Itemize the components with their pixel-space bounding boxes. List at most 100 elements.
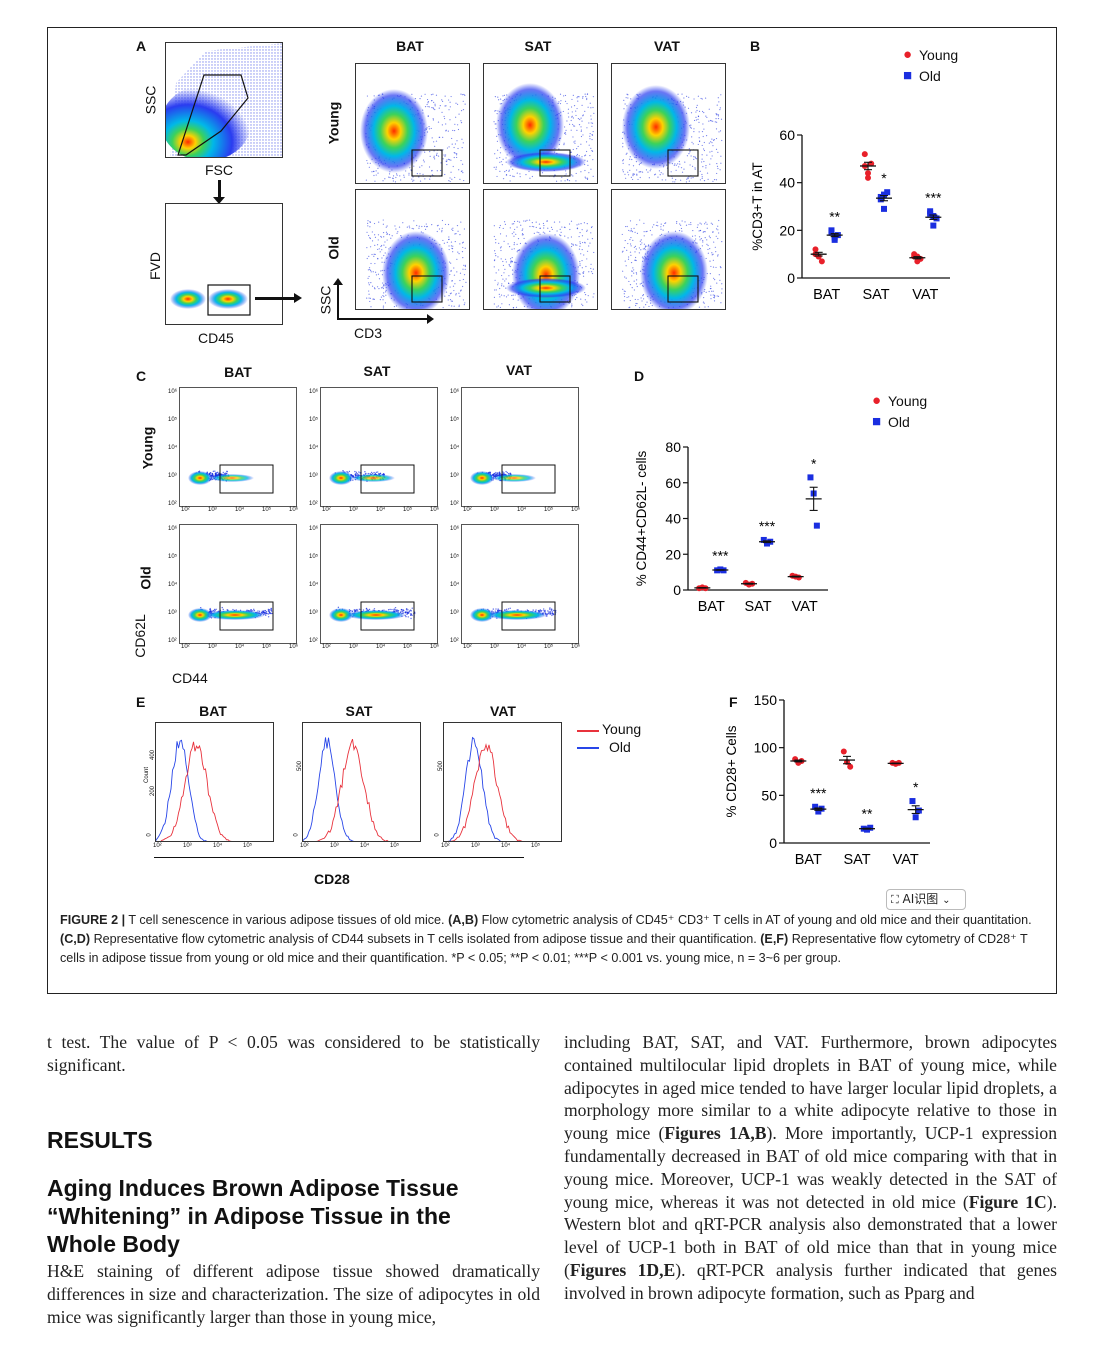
legend-e-young: Young [602,721,642,737]
panel-c-letter: C [136,368,147,384]
chevron-down-icon: ⌄ [942,895,951,906]
y-tick-label: 10⁶ [309,389,319,395]
old-curve [156,739,208,841]
old-point [760,536,767,543]
old-point [884,189,891,196]
figure-link-1ab[interactable]: Figures 1A,B [664,1123,767,1144]
y-tick-label: 10⁵ [168,417,178,423]
y-tick-label: 10⁵ [309,417,319,423]
x-tick-label: VAT [912,287,938,303]
panel-c-header-sat: SAT [363,363,391,379]
legend-d-young: Young [888,393,928,409]
legend-d-young-dot: ● [872,392,882,409]
ssc-axis-arrow [337,282,339,320]
young-point [847,763,854,770]
x-tick-label: 10⁴ [235,507,245,513]
right-text-d: ). qRT-PCR analysis further indicated th… [564,1259,1057,1303]
old-point [831,234,838,241]
legend-b-old: Old [919,68,941,84]
old-point [881,205,887,212]
fvd-label: FVD [147,252,163,280]
y-tick-label: 40 [665,511,681,527]
cd45-label: CD45 [198,330,234,346]
caption-text-cd: Representative flow cytometric analysis … [90,932,761,947]
y-tick-label: 60 [779,127,795,143]
x-tick-label: 10⁶ [289,644,299,650]
panel-a-row-old: Old [325,236,342,260]
significance-marker: *** [712,547,729,563]
young-point [865,170,871,177]
y-tick-label: 100 [754,740,778,756]
results-heading: RESULTS [47,1127,153,1153]
old-point [933,215,940,222]
x-tick-label: 10⁶ [430,507,440,513]
cd3-axis-arrow-head-icon [427,314,434,324]
x-tick-label: 10⁴ [517,644,527,650]
ai-scan-icon: ⛶ [891,893,899,906]
old-point [812,803,819,810]
x-tick-label: 10⁴ [517,507,527,513]
right-text-b: ). More importantly, UCP-1 expression fu… [564,1123,1058,1212]
y-tick-label: 200 [150,785,157,797]
x-tick-label: SAT [744,599,771,615]
young-curve [447,743,524,841]
y-tick-label: 10² [450,501,459,507]
panel-e-letter: E [136,694,146,710]
x-tick-label: BAT [795,852,822,868]
old-point [828,227,835,234]
y-tick-label: 10⁵ [168,554,178,560]
y-tick-label: 400 [150,749,157,761]
significance-marker: *** [925,189,942,205]
ssc-axis-arrow-head-icon [333,278,343,285]
significance-marker: *** [810,785,827,801]
legend-d-old-square: ■ [872,413,882,430]
y-tick-label: 80 [665,439,681,455]
x-tick-label: 10⁵ [262,644,272,650]
y-tick-label: 10³ [168,473,177,479]
x-tick-label: 10⁶ [430,644,440,650]
significance-marker: ** [829,208,840,224]
panel-f-chart: 0 50 100 150 % CD28+ Cells BAT *** SAT ** VAT * [724,692,930,868]
x-tick-label: 10⁵ [544,507,554,513]
x-tick-label: 10⁴ [360,843,370,849]
panel-a-letter: A [136,38,147,54]
down-arrow-head-icon [213,197,225,204]
y-tick-label: 10³ [450,610,459,616]
young-point [818,258,825,265]
fsc-ssc-gate-plot [165,42,283,158]
y-axis-label: %CD3+T in AT [750,162,765,250]
cd3-ssc-plot [483,189,598,310]
x-tick-label: 10³ [183,843,192,849]
old-curve [445,736,501,841]
y-tick-label: 10² [309,501,318,507]
y-tick-label: 10² [168,638,177,644]
x-tick-label: 10⁶ [289,507,299,513]
y-tick-label: 10⁶ [168,389,178,395]
y-tick-label: 10² [309,638,318,644]
old-point [807,474,814,481]
figure-link-1c[interactable]: Figure 1C [968,1191,1047,1212]
cd3-axis-arrow [337,318,427,320]
count-axis-label: Count [144,766,151,784]
panel-f-letter: F [729,694,738,710]
y-tick-label: 500 [438,760,445,772]
y-tick-label: 10³ [168,610,177,616]
ai-recognize-button[interactable]: ⛶ AI识图 ⌄ [886,889,966,910]
y-tick-label: 0 [673,582,681,598]
young-curve [316,738,389,841]
x-tick-label: 10² [181,644,190,650]
figure-link-1de[interactable]: Figures 1D,E [569,1259,676,1280]
right-text-c: ). Western blot and qRT-PCR analysis als… [564,1191,1057,1280]
legend-e-old-line [577,747,599,749]
cd28-histogram [155,722,274,842]
old-point [764,540,770,547]
x-tick-label: 10⁴ [376,644,386,650]
panel-e-header-sat: SAT [345,703,373,719]
y-tick-label: 10⁴ [450,582,460,588]
young-point [840,748,847,755]
old-point [912,814,919,821]
cd28-histogram [302,722,421,842]
caption-fig-label: FIGURE 2 | [60,913,126,927]
right-arrow-shaft [255,297,295,300]
y-tick-label: 10³ [309,610,318,616]
